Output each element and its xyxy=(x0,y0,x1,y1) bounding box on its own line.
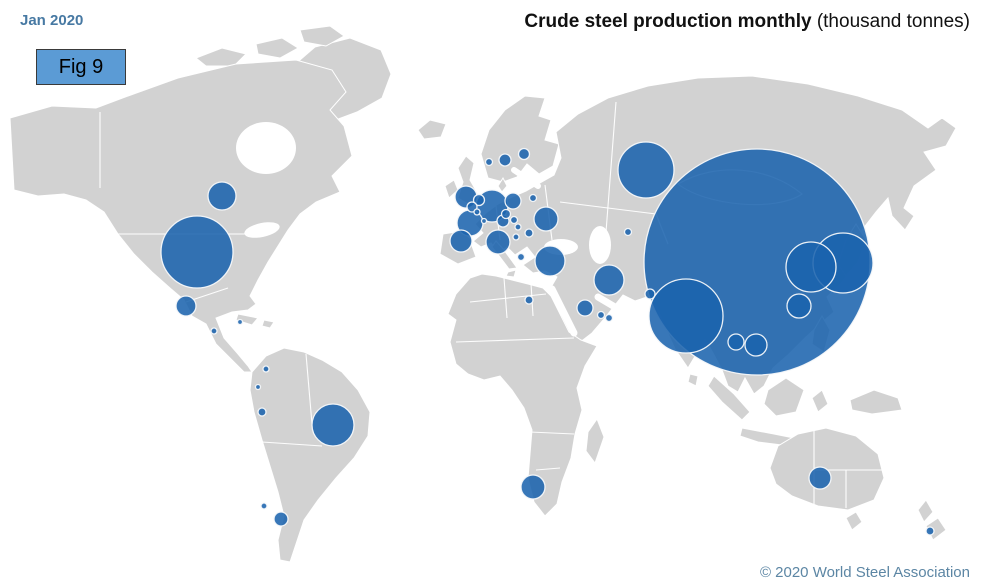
border-central-africa xyxy=(529,431,575,435)
copyright-notice: © 2020 World Steel Association xyxy=(759,564,970,581)
border-north-africa xyxy=(469,293,547,303)
bubble-india[interactable] xyxy=(648,278,724,354)
bubble-finland[interactable] xyxy=(517,147,531,161)
landmass-scandinavia xyxy=(480,95,560,183)
figure-badge: Fig 9 xyxy=(36,49,126,85)
bubble-ukraine[interactable] xyxy=(533,206,559,232)
bubble-luxembourg[interactable] xyxy=(473,208,481,216)
bubble-kazakhstan[interactable] xyxy=(623,227,633,237)
bubble-south-korea[interactable] xyxy=(785,241,837,293)
bubble-thailand[interactable] xyxy=(727,333,745,351)
border-south-africa xyxy=(535,467,561,471)
border-ural xyxy=(605,101,617,233)
bubble-taiwan[interactable] xyxy=(786,293,812,319)
date-label: Jan 2020 xyxy=(20,12,84,29)
bubble-chile[interactable] xyxy=(260,502,268,510)
water-bodies-layer xyxy=(236,122,624,337)
bubble-turkey[interactable] xyxy=(534,245,566,277)
bubble-hungary[interactable] xyxy=(514,223,522,231)
bubble-iran[interactable] xyxy=(593,264,625,296)
bubble-guatemala[interactable] xyxy=(210,327,218,335)
bubble-slovakia[interactable] xyxy=(509,215,519,225)
bubble-romania[interactable] xyxy=(524,228,534,238)
landmass-africa xyxy=(447,273,598,517)
bubble-netherlands[interactable] xyxy=(472,193,486,207)
persian-gulf xyxy=(594,293,624,314)
landmass-sri-lanka xyxy=(687,373,699,387)
bubble-cuba[interactable] xyxy=(236,318,244,326)
hudson-bay xyxy=(236,122,296,174)
bubble-greece[interactable] xyxy=(516,252,526,262)
landmass-madagascar xyxy=(585,417,605,465)
bubble-egypt[interactable] xyxy=(524,295,534,305)
chart-title-units: (thousand tonnes) xyxy=(811,11,970,32)
bubble-peru[interactable] xyxy=(257,407,267,417)
bubble-mexico[interactable] xyxy=(175,295,197,317)
baltic-sea xyxy=(511,167,541,189)
bubble-poland[interactable] xyxy=(504,192,522,210)
bubble-saudi-arabia[interactable] xyxy=(576,299,594,317)
bubble-italy[interactable] xyxy=(485,229,511,255)
figure-badge-label: Fig 9 xyxy=(58,55,104,78)
border-russia-kazakhstan xyxy=(559,201,657,215)
bubble-spain[interactable] xyxy=(449,229,473,253)
bubble-serbia[interactable] xyxy=(512,233,520,241)
bubble-south-africa[interactable] xyxy=(520,474,546,500)
landmass-north-america xyxy=(9,59,353,373)
bubble-qatar[interactable] xyxy=(596,310,606,320)
bubble-colombia[interactable] xyxy=(262,365,270,373)
landmass-denmark xyxy=(497,176,508,193)
chart-title-main: Crude steel production monthly xyxy=(524,11,812,32)
bubble-switzerland[interactable] xyxy=(480,217,488,225)
bubble-vietnam[interactable] xyxy=(744,333,768,357)
bubble-united-states[interactable] xyxy=(160,215,234,289)
border-brazil-west xyxy=(305,353,313,425)
bubble-russia[interactable] xyxy=(617,141,675,199)
bubble-argentina[interactable] xyxy=(273,511,289,527)
bubble-czechia[interactable] xyxy=(500,208,512,220)
bubble-layer xyxy=(160,141,935,536)
bubble-belarus[interactable] xyxy=(528,193,538,203)
bubble-canada[interactable] xyxy=(207,181,237,211)
landmass-iceland xyxy=(417,119,447,140)
border-sahel xyxy=(455,337,575,343)
bubble-united-arab-emirates[interactable] xyxy=(604,313,614,323)
landmass-south-america xyxy=(249,347,371,563)
bubble-new-zealand[interactable] xyxy=(925,526,935,536)
bubble-pakistan[interactable] xyxy=(644,288,656,300)
chart-title: Crude steel production monthly (thousand… xyxy=(524,11,970,33)
bubble-australia[interactable] xyxy=(808,466,832,490)
landmass-arctic-islands xyxy=(195,25,345,67)
red-sea xyxy=(548,285,578,337)
bubble-norway[interactable] xyxy=(484,157,494,167)
border-argentina-north xyxy=(261,441,323,447)
border-algeria-libya xyxy=(503,277,508,319)
bubble-brazil[interactable] xyxy=(311,403,355,447)
bubble-sweden[interactable] xyxy=(498,153,512,167)
caspian-sea xyxy=(589,226,611,264)
bubble-ecuador[interactable] xyxy=(254,383,262,391)
landmass-caribbean xyxy=(235,313,275,329)
